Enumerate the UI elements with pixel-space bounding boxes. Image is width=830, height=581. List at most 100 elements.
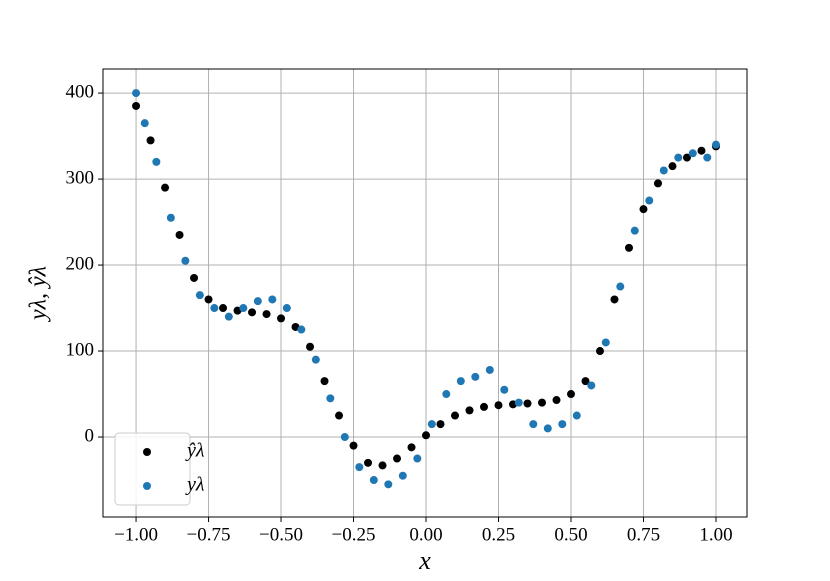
y-tick-label: 100 xyxy=(66,339,95,360)
point xyxy=(697,146,706,155)
point xyxy=(610,295,619,304)
point xyxy=(471,372,480,381)
point xyxy=(668,162,677,171)
point xyxy=(413,454,422,463)
point xyxy=(378,461,387,470)
legend-label: yλ xyxy=(185,474,205,496)
legend-box xyxy=(114,432,191,506)
x-tick-label: 0.50 xyxy=(554,524,587,545)
point xyxy=(572,411,581,420)
point xyxy=(190,273,199,282)
point xyxy=(616,282,625,291)
point xyxy=(297,325,306,334)
point xyxy=(703,153,712,162)
point xyxy=(514,398,523,407)
point xyxy=(529,420,538,429)
point xyxy=(239,304,248,313)
legend-label: ŷλ xyxy=(185,440,205,462)
x-tick-label: −0.75 xyxy=(187,524,231,545)
point xyxy=(166,213,175,222)
point xyxy=(581,377,590,386)
x-tick-label: −1.00 xyxy=(114,524,158,545)
point xyxy=(436,420,445,429)
point xyxy=(595,347,604,356)
point xyxy=(398,471,407,480)
point xyxy=(306,342,315,351)
point xyxy=(558,420,567,429)
point xyxy=(152,157,161,166)
point xyxy=(268,295,277,304)
x-tick-label: −0.25 xyxy=(332,524,376,545)
point xyxy=(645,196,654,205)
point xyxy=(335,411,344,420)
x-tick-label: 0.25 xyxy=(482,524,515,545)
point xyxy=(674,153,683,162)
point xyxy=(393,454,402,463)
point xyxy=(248,308,257,317)
point xyxy=(282,304,291,313)
y-tick-label: 300 xyxy=(66,167,95,188)
point xyxy=(523,399,532,408)
x-tick-label: 0.75 xyxy=(627,524,660,545)
point xyxy=(659,166,668,175)
point xyxy=(161,183,170,192)
point xyxy=(364,458,373,467)
y-tick-label: 400 xyxy=(66,81,95,102)
point xyxy=(451,411,460,420)
point xyxy=(355,463,364,472)
point xyxy=(624,243,633,252)
x-tick-label: 1.00 xyxy=(699,524,732,545)
point xyxy=(480,402,489,411)
point xyxy=(349,441,358,450)
point xyxy=(384,480,393,489)
point xyxy=(326,394,335,403)
point xyxy=(224,312,233,321)
point xyxy=(500,385,509,394)
point xyxy=(494,401,503,410)
point xyxy=(711,140,720,149)
y-tick-label: 200 xyxy=(66,253,95,274)
point xyxy=(543,424,552,433)
point xyxy=(262,310,271,319)
point xyxy=(320,377,329,386)
point xyxy=(601,338,610,347)
point xyxy=(146,136,155,145)
point xyxy=(465,406,474,415)
x-axis-label: x xyxy=(418,546,431,575)
point xyxy=(456,377,465,386)
point xyxy=(277,314,286,323)
point xyxy=(407,443,416,452)
x-tick-label: −0.50 xyxy=(259,524,303,545)
point xyxy=(639,205,648,214)
point xyxy=(552,396,561,405)
point xyxy=(427,420,436,429)
point xyxy=(132,89,141,98)
point xyxy=(653,179,662,188)
point xyxy=(340,433,349,442)
point xyxy=(682,153,691,162)
point xyxy=(311,355,320,364)
point xyxy=(195,291,204,300)
y-tick-label: 0 xyxy=(85,425,95,446)
point xyxy=(204,295,213,304)
y-axis-label: yλ, ŷλ xyxy=(26,266,52,322)
legend-marker xyxy=(143,482,151,490)
point xyxy=(587,381,596,390)
point xyxy=(688,149,697,158)
point xyxy=(630,226,639,235)
point xyxy=(442,390,451,399)
point xyxy=(253,297,262,306)
point xyxy=(566,390,575,399)
point xyxy=(132,101,141,110)
point xyxy=(422,431,431,440)
point xyxy=(369,476,378,485)
point xyxy=(485,365,494,374)
point xyxy=(210,304,219,313)
point xyxy=(219,304,228,313)
point xyxy=(181,256,190,265)
point xyxy=(537,398,546,407)
point xyxy=(175,230,184,239)
point xyxy=(140,119,149,128)
plot-frame xyxy=(102,68,748,518)
